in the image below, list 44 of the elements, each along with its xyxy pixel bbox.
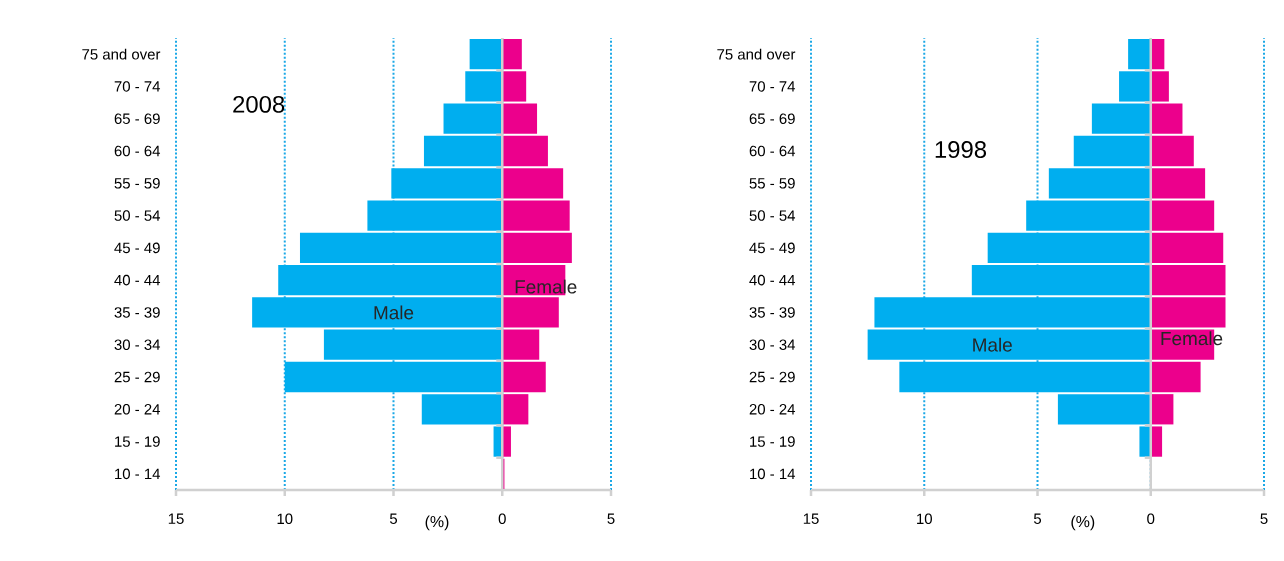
y-tick-label: 15 - 19 <box>115 436 160 447</box>
y-tick-label: 40 - 44 <box>114 274 161 286</box>
x-axis-title: (%) <box>1071 515 1095 531</box>
series-label: Male <box>374 305 414 320</box>
x-tick-label: 10 <box>917 513 932 525</box>
y-tick-label: 35 - 39 <box>749 307 795 318</box>
y-tick-label: 10 - 14 <box>115 468 161 480</box>
y-tick-label: 55 - 59 <box>749 177 795 189</box>
x-tick-label: 5 <box>1033 513 1042 524</box>
x-tick-label: 10 <box>277 513 293 525</box>
y-tick-label: 45 - 49 <box>749 242 795 254</box>
y-tick-label: 70 - 74 <box>114 81 161 92</box>
series-label: Male <box>973 337 1012 352</box>
y-tick-label: 55 - 59 <box>114 177 160 189</box>
x-tick-label: 5 <box>607 513 615 524</box>
y-tick-label: 35 - 39 <box>114 307 160 318</box>
y-tick-label: 60 - 64 <box>114 145 161 157</box>
y-tick-label: 60 - 64 <box>749 145 796 157</box>
y-tick-label: 20 - 24 <box>114 403 161 415</box>
y-tick-label: 10 - 14 <box>750 468 796 480</box>
x-tick-label: 0 <box>498 513 506 525</box>
x-tick-label: 5 <box>1260 513 1268 524</box>
y-tick-label: 50 - 54 <box>749 210 796 221</box>
x-tick-label: 15 <box>803 513 819 524</box>
y-tick-label: 25 - 29 <box>114 371 160 383</box>
y-tick-label: 75 and over <box>82 48 161 60</box>
y-tick-label: 50 - 54 <box>114 210 161 221</box>
y-tick-label: 65 - 69 <box>114 113 160 124</box>
x-tick-label: 0 <box>1147 513 1155 525</box>
y-tick-label: 65 - 69 <box>749 113 795 124</box>
y-tick-label: 25 - 29 <box>749 371 795 383</box>
y-tick-label: 75 and over <box>717 48 796 60</box>
x-axis-title: (%) <box>425 515 449 531</box>
y-tick-label: 30 - 34 <box>749 339 796 350</box>
x-tick-label: 5 <box>389 513 398 524</box>
x-tick-label: 15 <box>168 513 184 524</box>
y-tick-label: 15 - 19 <box>750 436 795 447</box>
y-tick-label: 30 - 34 <box>114 339 161 350</box>
y-tick-label: 20 - 24 <box>749 403 796 415</box>
y-tick-label: 70 - 74 <box>749 81 796 92</box>
y-tick-label: 40 - 44 <box>749 274 796 286</box>
y-tick-label: 45 - 49 <box>114 242 160 254</box>
text: 1998 <box>935 141 987 158</box>
text: 2008 <box>233 95 285 113</box>
